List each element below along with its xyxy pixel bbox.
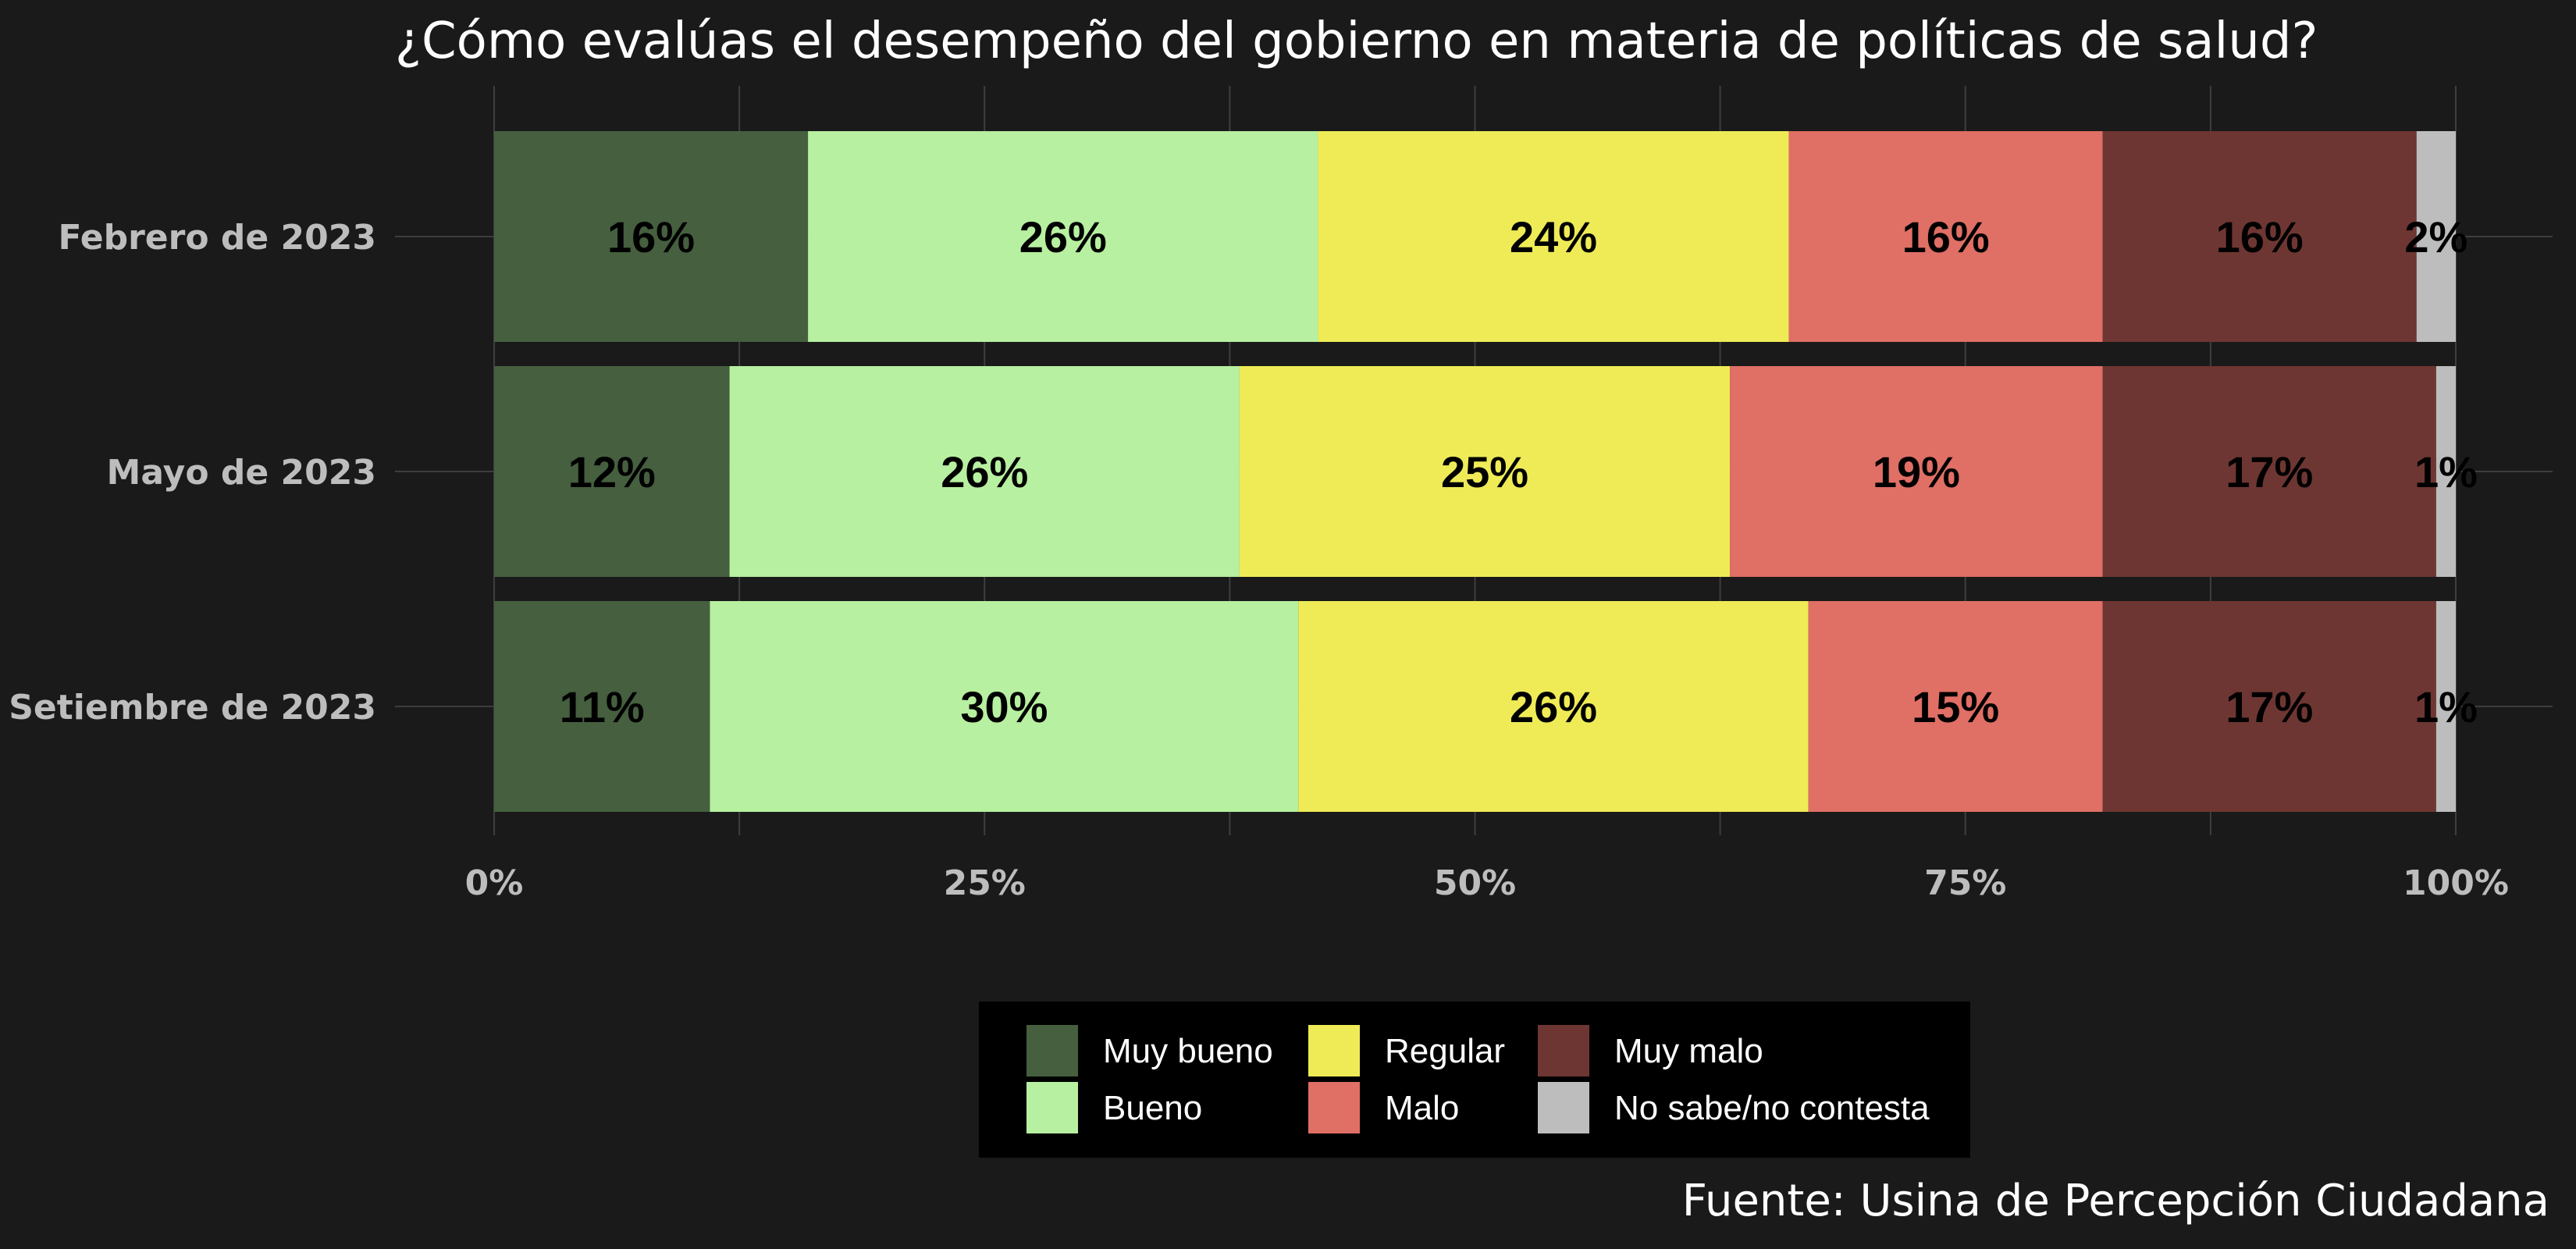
bar-malo-febrero-de-2023 — [1788, 131, 2103, 342]
legend-key-no-sabe-no-contesta — [1538, 1082, 1589, 1133]
legend-label: Muy bueno — [1103, 1032, 1273, 1070]
bar-muy-malo-febrero-de-2023 — [2102, 131, 2417, 342]
legend-label: Malo — [1385, 1089, 1459, 1127]
bar-bueno-setiembre-de-2023 — [710, 601, 1299, 812]
data-label: 17% — [2226, 682, 2313, 731]
category-label: Mayo de 2023 — [107, 453, 376, 493]
legend: Muy bueno Bueno Regular Malo Muy malo No sabe… — [979, 1002, 1970, 1158]
bars — [494, 131, 2456, 812]
legend-key-muy-bueno — [1026, 1025, 1078, 1076]
data-label: 16% — [607, 212, 695, 262]
legend-key-malo — [1308, 1082, 1360, 1133]
data-label: 12% — [568, 447, 656, 496]
x-tick-label: 25% — [944, 863, 1026, 903]
legend-label: Bueno — [1103, 1089, 1202, 1127]
axes: Febrero de 2023 Mayo de 2023 Setiembre de … — [9, 218, 2509, 903]
legend-label: No sabe/no contesta — [1614, 1089, 1930, 1127]
legend-box — [979, 1002, 1970, 1158]
legend-label: Regular — [1385, 1032, 1505, 1070]
data-label: 19% — [1873, 447, 1960, 496]
legend-key-muy-malo — [1538, 1025, 1589, 1076]
data-label: 11% — [560, 682, 645, 731]
bar-muy-malo-mayo-de-2023 — [2102, 366, 2436, 577]
x-tick-label: 100% — [2403, 863, 2509, 903]
bar-bueno-mayo-de-2023 — [729, 366, 1240, 577]
bar-muy-bueno-febrero-de-2023 — [494, 131, 809, 342]
category-label: Febrero de 2023 — [58, 218, 376, 258]
x-tick-label: 0% — [465, 863, 524, 903]
data-label: 16% — [2216, 212, 2304, 262]
data-label: 26% — [1510, 682, 1597, 731]
x-tick-label: 50% — [1434, 863, 1516, 903]
legend-label: Muy malo — [1614, 1032, 1763, 1070]
data-label: 30% — [960, 682, 1048, 731]
chart-title: ¿Cómo evalúas el desempeño del gobierno … — [395, 12, 2318, 70]
bar-regular-mayo-de-2023 — [1239, 366, 1731, 577]
bar-malo-setiembre-de-2023 — [1808, 601, 2103, 812]
data-label: 2% — [2404, 212, 2467, 262]
bar-no-sabe-no-contesta-setiembre-de-2023 — [2435, 601, 2456, 812]
bar-muy-bueno-mayo-de-2023 — [494, 366, 730, 577]
chart-caption: Fuente: Usina de Percepción Ciudadana — [1682, 1176, 2549, 1226]
data-label: 26% — [1019, 212, 1107, 262]
data-label: 17% — [2226, 447, 2313, 496]
data-label: 16% — [1902, 212, 1990, 262]
data-label: 25% — [1441, 447, 1528, 496]
bar-no-sabe-no-contesta-febrero-de-2023 — [2416, 131, 2456, 342]
bar-regular-setiembre-de-2023 — [1298, 601, 1809, 812]
bar-muy-bueno-setiembre-de-2023 — [494, 601, 710, 812]
bar-muy-malo-setiembre-de-2023 — [2102, 601, 2436, 812]
category-label: Setiembre de 2023 — [9, 688, 376, 728]
x-tick-label: 75% — [1924, 863, 2006, 903]
data-label: 15% — [1912, 682, 1999, 731]
data-label: 24% — [1510, 212, 1597, 262]
bar-no-sabe-no-contesta-mayo-de-2023 — [2435, 366, 2456, 577]
bar-regular-febrero-de-2023 — [1318, 131, 1789, 342]
bar-bueno-febrero-de-2023 — [808, 131, 1318, 342]
legend-key-bueno — [1026, 1082, 1078, 1133]
legend-key-regular — [1308, 1025, 1360, 1076]
data-label: 1% — [2414, 682, 2478, 731]
bar-malo-mayo-de-2023 — [1730, 366, 2103, 577]
data-labels: 16% 26% 24% 16% 16% 2% 12% 26% 25% 19% 17% 1% 11% 30%… — [560, 212, 2478, 731]
data-label: 1% — [2414, 447, 2478, 496]
data-label: 26% — [941, 447, 1028, 496]
